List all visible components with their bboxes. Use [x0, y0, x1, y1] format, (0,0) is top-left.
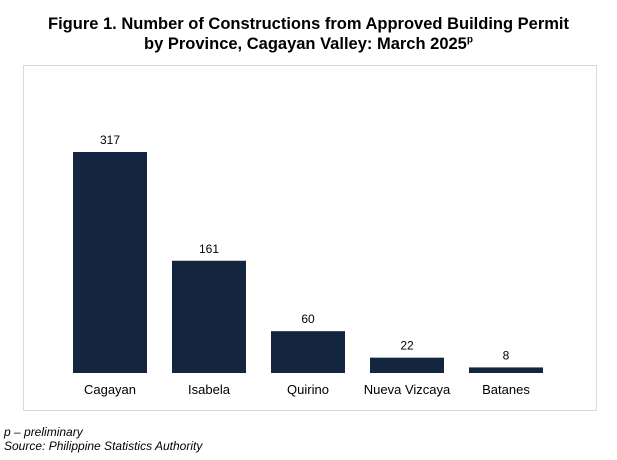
data-label-cagayan: 317: [100, 133, 120, 147]
bar-batanes: [469, 367, 543, 373]
category-label-cagayan: Cagayan: [84, 382, 136, 397]
data-label-isabela: 161: [199, 242, 219, 256]
data-label-batanes: 8: [503, 348, 510, 362]
bar-quirino: [271, 331, 345, 373]
footnote-source: Source: Philippine Statistics Authority: [4, 439, 203, 453]
chart-title-line1: Figure 1. Number of Constructions from A…: [48, 15, 569, 33]
bar-isabela: [172, 260, 246, 373]
bar-cagayan: [73, 152, 147, 373]
preliminary-superscript: p: [466, 34, 473, 46]
data-label-quirino: 60: [301, 312, 315, 326]
bar-nueva-vizcaya: [370, 357, 444, 373]
chart-frame: [23, 65, 597, 411]
chart-title-line2: by Province, Cagayan Valley: March 2025p: [0, 34, 617, 54]
chart-title-line2-text: by Province, Cagayan Valley: March 2025: [144, 35, 467, 53]
chart-title: Figure 1. Number of Constructions from A…: [0, 14, 617, 54]
category-label-batanes: Batanes: [482, 382, 530, 397]
footnote-preliminary: p – preliminary: [4, 425, 83, 439]
category-label-quirino: Quirino: [287, 382, 329, 397]
category-label-nueva-vizcaya: Nueva Vizcaya: [364, 382, 451, 397]
category-label-isabela: Isabela: [188, 382, 231, 397]
data-label-nueva-vizcaya: 22: [400, 339, 414, 353]
